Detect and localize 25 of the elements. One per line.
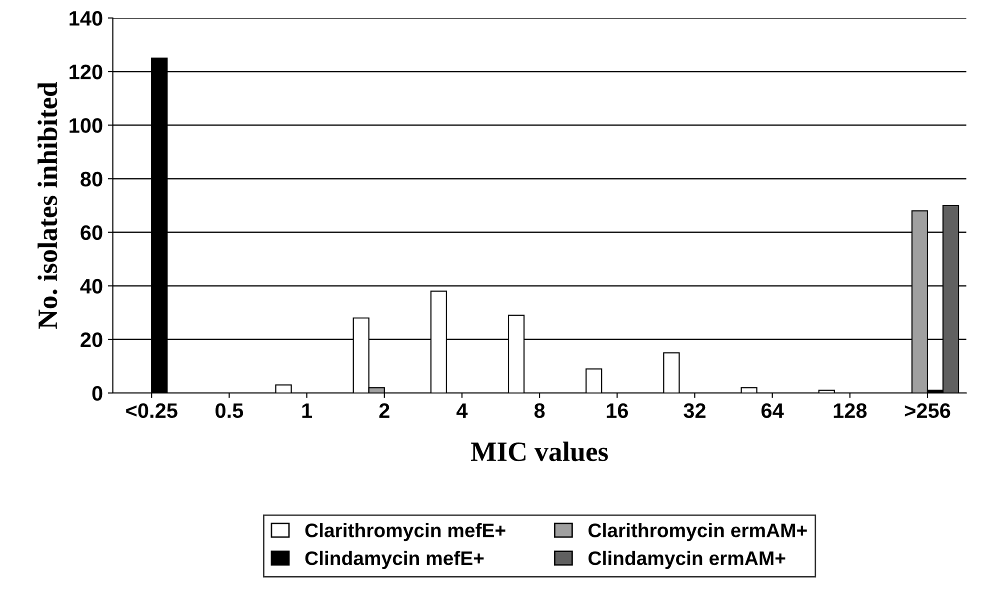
x-tick-label: 32 (684, 403, 706, 418)
x-tick-label: >256 (904, 403, 950, 418)
x-tick-label: 64 (761, 403, 784, 418)
x-tick-label: 1 (302, 403, 312, 418)
y-axis-title: No. isolates inhibited (38, 82, 58, 329)
y-tick-label: 100 (70, 118, 102, 133)
y-tick-label: 40 (80, 278, 102, 294)
y-tick-label: 20 (80, 332, 102, 348)
x-tick-label: 2 (379, 403, 390, 418)
x-tick-label: 128 (834, 403, 867, 418)
x-tick-label: 4 (456, 403, 468, 418)
y-tick-label: 140 (70, 11, 102, 26)
y-tick-label: 80 (80, 172, 102, 186)
y-tick-label: 0 (92, 386, 102, 401)
x-tick-label: 8 (534, 403, 545, 418)
legend-label: Clindamycin mefE+ (305, 550, 484, 569)
x-tick-label: 0.5 (216, 403, 244, 418)
legend-label: Clindamycin ermAM+ (588, 550, 786, 569)
x-tick-label: <0.25 (126, 403, 178, 418)
legend-label: Clarithromycin mefE+ (305, 523, 506, 542)
y-tick-label: 60 (80, 225, 102, 240)
x-tick-label: 16 (606, 403, 628, 418)
x-axis-title: MIC values (470, 442, 608, 462)
legend-label: Clarithromycin ermAM+ (588, 523, 807, 542)
y-tick-label: 120 (70, 64, 102, 80)
